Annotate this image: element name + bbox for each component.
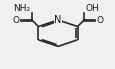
Text: O: O — [95, 16, 102, 25]
Text: N: N — [54, 15, 61, 25]
Text: OH: OH — [85, 4, 98, 13]
Text: O: O — [13, 16, 20, 25]
Text: NH₂: NH₂ — [13, 4, 30, 13]
